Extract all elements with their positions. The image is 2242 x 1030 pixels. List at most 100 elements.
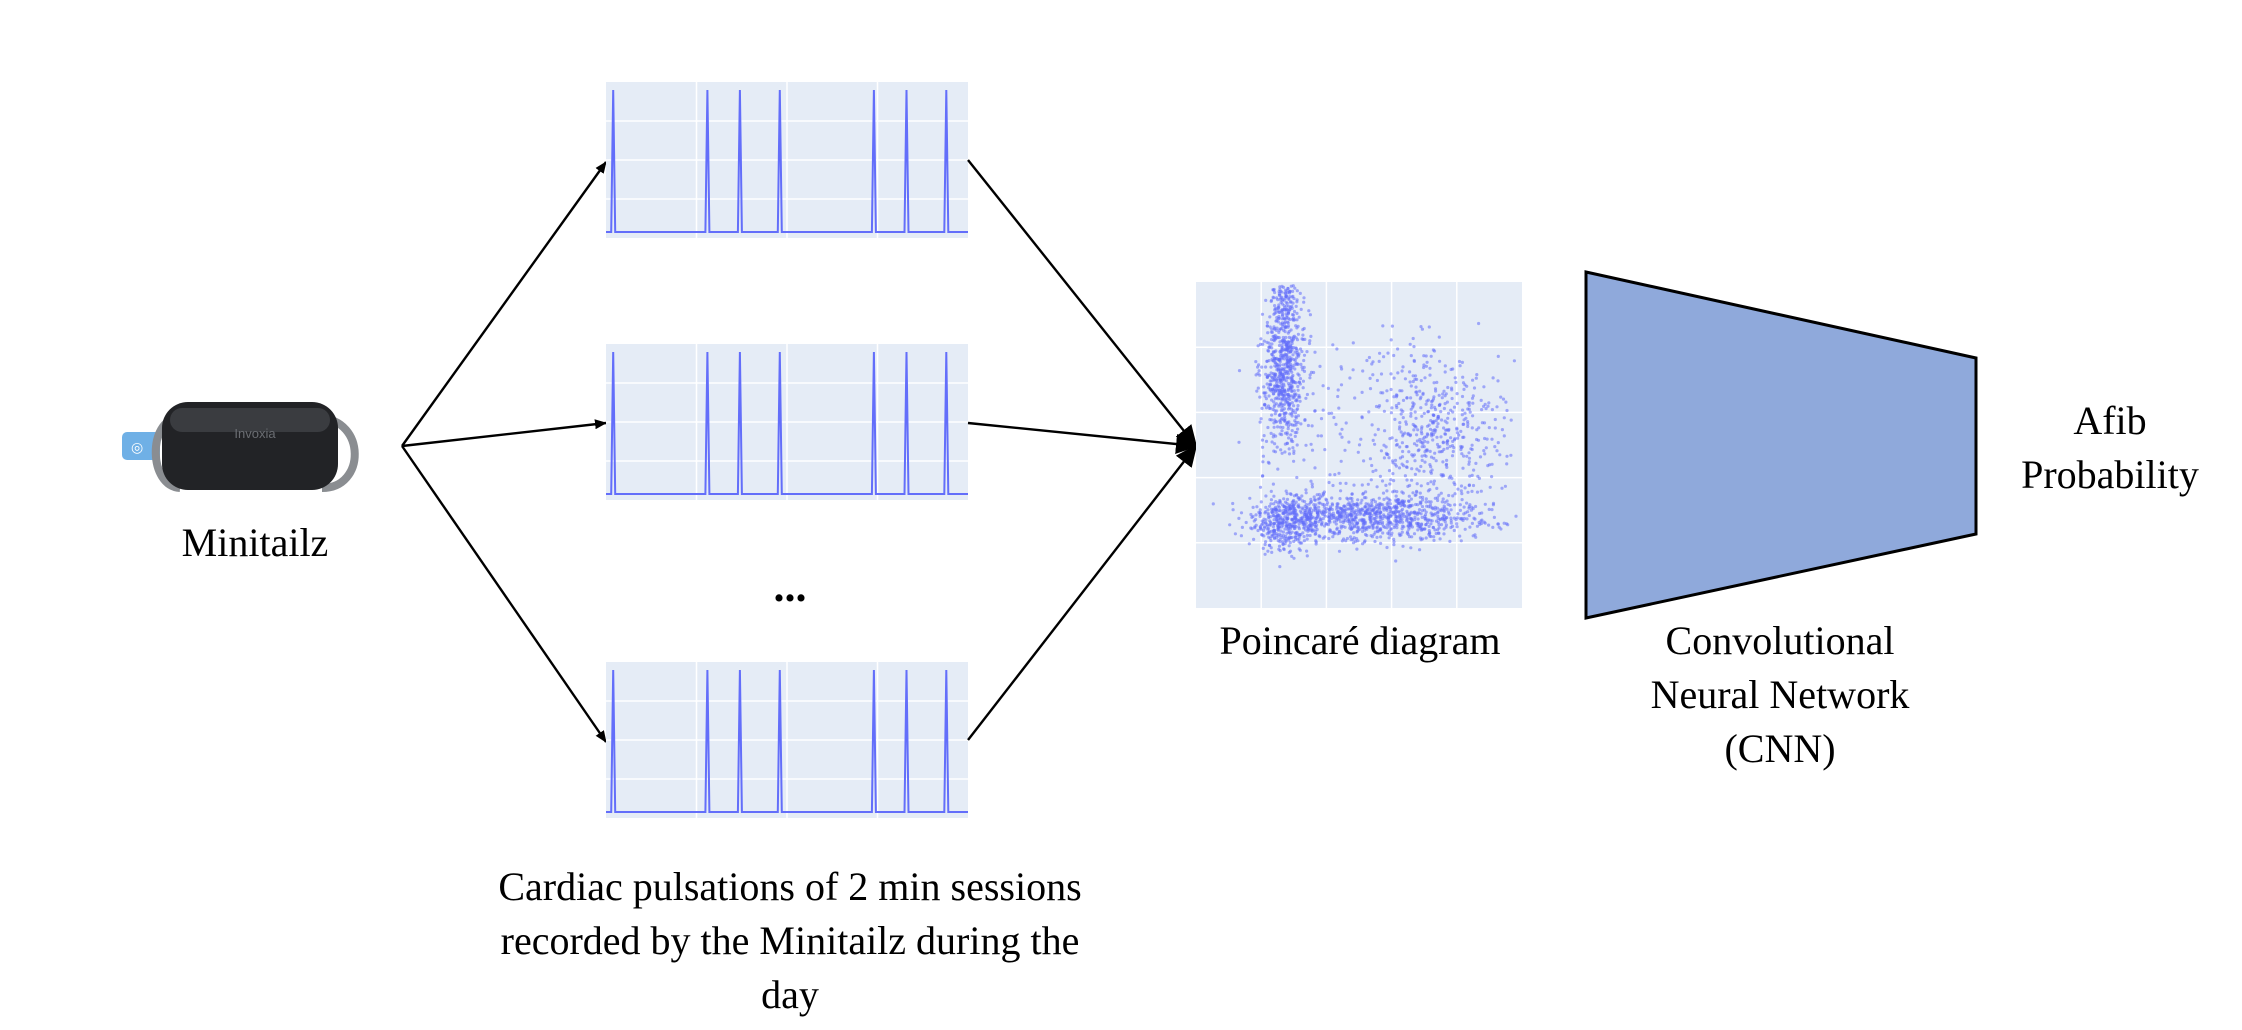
poincare-point [1267,406,1272,410]
poincare-point [1361,369,1365,373]
poincare-point [1313,466,1317,470]
poincare-point [1465,517,1469,521]
poincare-point [1305,554,1309,558]
poincare-point [1282,378,1286,382]
poincare-point [1496,379,1500,383]
poincare-point [1474,376,1478,380]
poincare-point [1320,512,1324,516]
poincare-point [1376,509,1380,514]
poincare-point [1450,454,1455,458]
poincare-point [1466,422,1470,426]
poincare-point [1276,514,1280,518]
poincare-point [1305,350,1309,354]
poincare-point [1438,517,1442,522]
poincare-point [1285,497,1290,501]
poincare-point [1268,536,1272,540]
poincare-point [1443,520,1447,524]
poincare-point [1397,427,1402,431]
poincare-point [1404,420,1408,424]
poincare-point [1406,530,1410,534]
poincare-point [1300,494,1304,498]
poincare-point [1310,448,1315,452]
poincare-point [1289,492,1293,497]
poincare-point [1424,510,1428,514]
poincare-point [1398,456,1402,460]
poincare-point [1233,532,1237,536]
poincare-point [1305,506,1309,510]
poincare-point [1283,366,1287,370]
poincare-point [1490,437,1494,441]
poincare-point [1385,526,1389,530]
poincare-point [1397,401,1401,406]
poincare-point [1460,394,1465,399]
sessions-ellipsis: ... [773,562,807,611]
poincare-point [1336,502,1340,506]
poincare-point [1273,403,1277,407]
poincare-point [1254,360,1258,364]
poincare-point [1382,508,1386,512]
poincare-point [1306,529,1310,533]
poincare-point [1295,531,1299,536]
poincare-point [1367,525,1371,529]
poincare-point [1474,535,1478,539]
poincare-point [1346,503,1350,507]
poincare-point [1258,420,1262,424]
poincare-point [1461,375,1465,379]
poincare-point [1394,507,1398,511]
poincare-point [1327,536,1331,541]
poincare-point [1278,509,1282,513]
poincare-point [1331,343,1335,347]
poincare-point [1294,324,1298,328]
poincare-point [1443,364,1447,368]
poincare-point [1322,492,1326,496]
poincare-point [1283,320,1287,324]
poincare-point [1440,500,1444,504]
poincare-point [1376,427,1380,431]
poincare-point [1264,494,1268,498]
poincare-point [1418,548,1422,552]
poincare-point [1291,446,1295,450]
poincare-point [1287,361,1291,365]
poincare-point [1407,494,1411,498]
poincare-point [1255,389,1259,393]
poincare-point [1458,534,1462,538]
poincare-point [1278,378,1282,382]
poincare-point [1398,513,1402,517]
poincare-point [1338,511,1342,516]
poincare-point [1252,537,1256,541]
poincare-point [1401,544,1405,548]
poincare-point [1339,383,1344,387]
poincare-point [1286,392,1291,397]
poincare-point [1275,296,1279,300]
poincare-point [1268,346,1272,350]
poincare-point [1297,537,1301,541]
poincare-point [1414,385,1418,389]
poincare-point [1286,401,1290,405]
poincare-point [1474,504,1478,509]
poincare-point [1281,328,1286,332]
poincare-point [1275,445,1279,449]
poincare-point [1473,533,1477,537]
poincare-point [1468,503,1472,507]
poincare-point [1331,535,1335,539]
poincare-point [1360,416,1364,420]
poincare-point [1280,343,1284,347]
poincare-point [1400,507,1405,511]
poincare-point [1287,309,1291,313]
poincare-point [1450,524,1455,528]
poincare-point [1433,528,1437,532]
poincare-point [1391,490,1395,494]
poincare-point [1397,466,1402,470]
poincare-point [1283,450,1287,454]
poincare-point [1292,309,1297,314]
poincare-point [1416,503,1420,507]
poincare-point [1260,523,1264,527]
poincare-point [1237,516,1241,520]
poincare-point [1419,522,1424,526]
poincare-point [1370,423,1374,427]
poincare-point [1296,496,1300,500]
poincare-point [1273,290,1277,295]
poincare-point [1281,285,1286,289]
poincare-point [1257,369,1261,373]
sessions-to-poincare-arrows [967,159,1198,741]
